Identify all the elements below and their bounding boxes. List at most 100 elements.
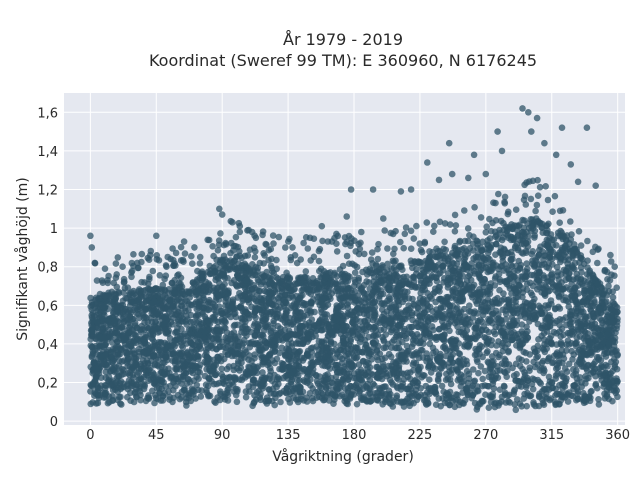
data-point (347, 337, 355, 345)
data-point (282, 311, 290, 318)
data-point (525, 392, 532, 399)
data-point (436, 312, 444, 320)
data-point (392, 306, 400, 313)
data-point (510, 390, 517, 398)
data-point (609, 367, 616, 375)
data-point (149, 336, 156, 343)
data-point (558, 325, 566, 333)
data-point (194, 311, 201, 318)
data-point (139, 326, 146, 333)
data-point (351, 282, 358, 290)
data-point (504, 392, 511, 400)
data-point (535, 302, 543, 310)
data-point (255, 387, 262, 395)
chart-subtitle: Koordinat (Sweref 99 TM): E 360960, N 61… (149, 51, 537, 70)
data-point (495, 319, 502, 326)
data-point (474, 310, 481, 317)
data-point (165, 308, 173, 316)
data-point (191, 388, 198, 395)
data-point (502, 316, 510, 323)
data-point (108, 330, 116, 337)
data-point (577, 351, 585, 359)
data-point (348, 349, 355, 356)
data-point (126, 348, 133, 355)
data-point (131, 354, 138, 361)
data-point (568, 347, 575, 355)
data-point (554, 364, 562, 372)
data-point (479, 353, 487, 361)
data-point (493, 342, 500, 349)
data-point (467, 276, 475, 284)
data-point (557, 290, 565, 298)
data-point (284, 332, 292, 340)
data-point (536, 269, 543, 276)
data-point (94, 399, 102, 407)
data-point (371, 382, 378, 389)
data-point (469, 366, 477, 373)
data-point (485, 246, 493, 254)
data-point (392, 326, 400, 334)
data-point (148, 318, 156, 326)
data-point (451, 403, 459, 411)
data-point (547, 332, 555, 340)
data-point (579, 344, 587, 352)
data-point (572, 370, 580, 378)
data-point (388, 396, 396, 404)
data-point (495, 353, 502, 361)
data-point (545, 386, 553, 393)
data-point (242, 388, 250, 395)
data-point (203, 360, 211, 368)
data-point (564, 260, 571, 267)
data-point (258, 274, 265, 282)
data-point (555, 281, 563, 289)
data-point (488, 353, 496, 360)
data-point (373, 289, 380, 296)
data-point (333, 284, 341, 292)
data-point (372, 323, 380, 330)
data-point (200, 296, 208, 304)
data-point (100, 308, 108, 316)
data-point (353, 375, 360, 382)
data-point (534, 353, 542, 360)
data-point (87, 342, 95, 349)
data-point (372, 390, 379, 397)
data-point (249, 402, 256, 410)
data-point (385, 362, 392, 370)
data-point (359, 358, 367, 365)
data-point (515, 281, 522, 289)
data-point (538, 310, 545, 318)
data-point (185, 288, 192, 295)
data-point (484, 319, 492, 326)
data-point (614, 393, 621, 401)
data-point (513, 396, 521, 403)
data-point (326, 365, 334, 372)
data-point (130, 398, 138, 406)
data-point (427, 334, 434, 342)
data-point (507, 255, 515, 263)
data-point (447, 380, 455, 388)
data-point (580, 327, 588, 335)
data-point (379, 401, 387, 408)
data-point (456, 350, 464, 358)
data-point (492, 240, 500, 248)
data-point (345, 293, 353, 300)
data-point (306, 285, 314, 293)
data-point (582, 373, 589, 380)
data-point (526, 364, 533, 372)
data-point (451, 320, 459, 327)
data-point (206, 367, 214, 375)
data-point (408, 311, 416, 319)
data-point (500, 382, 508, 390)
data-point (457, 383, 465, 390)
data-point (173, 366, 180, 374)
data-point (333, 361, 340, 369)
data-point (519, 340, 527, 347)
data-point (523, 260, 530, 267)
data-point (548, 379, 556, 386)
data-point (552, 305, 559, 312)
data-point (485, 359, 492, 367)
data-point (271, 286, 278, 294)
data-point (528, 250, 535, 258)
data-point (476, 316, 484, 324)
data-point (491, 330, 499, 338)
